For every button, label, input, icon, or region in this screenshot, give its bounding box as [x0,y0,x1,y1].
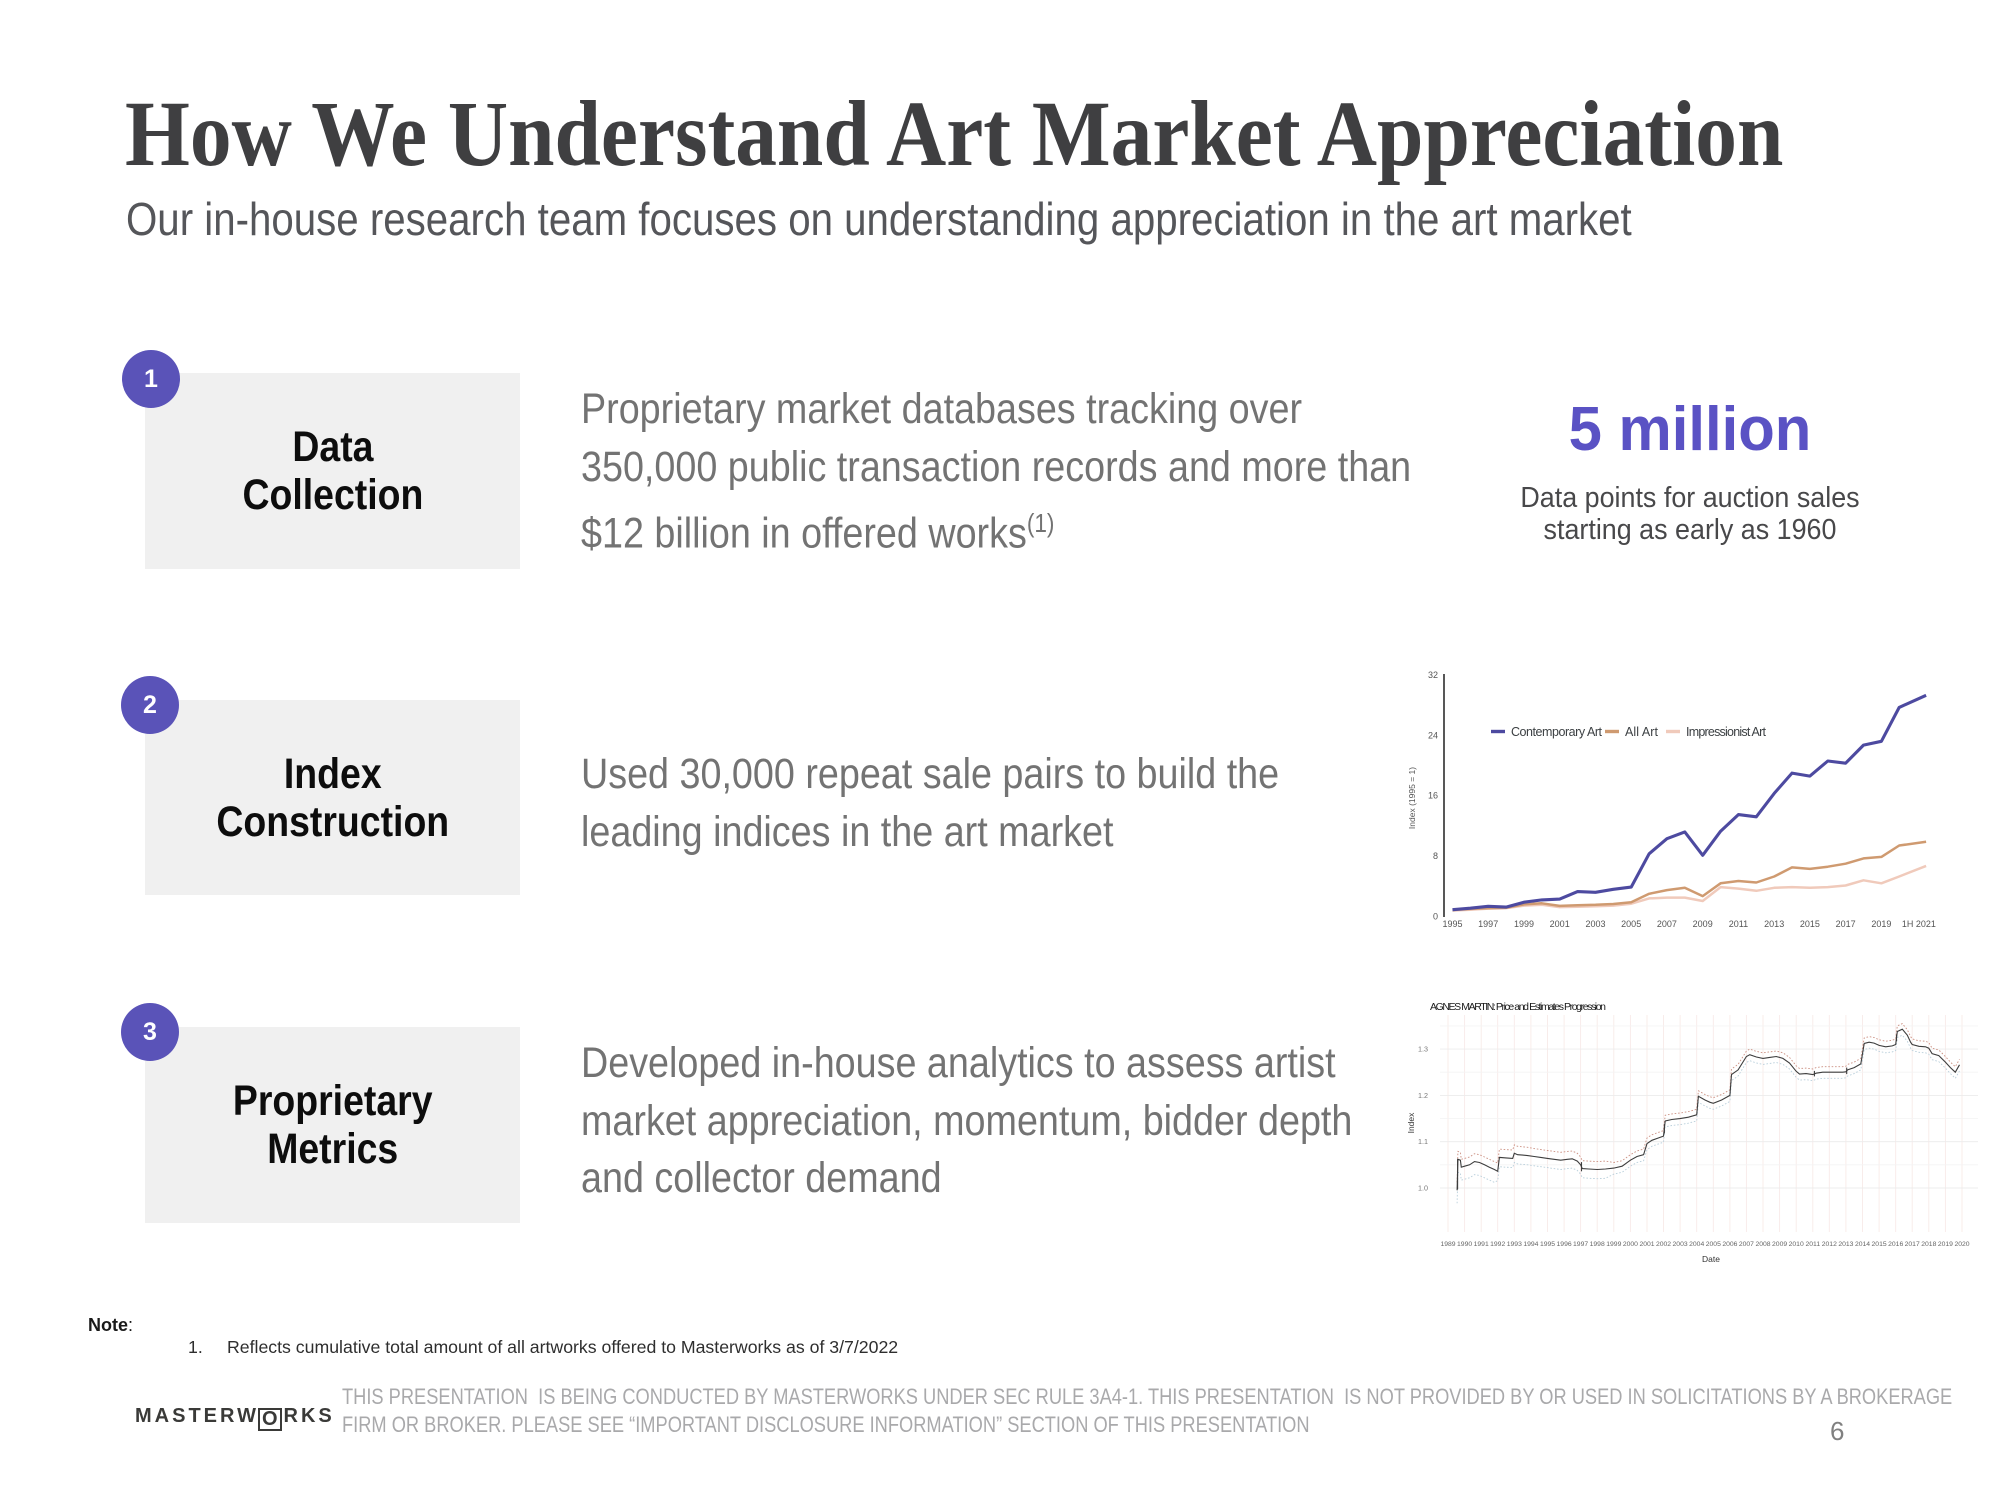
svg-text:1995: 1995 [1442,919,1462,929]
svg-text:Date: Date [1702,1254,1720,1264]
svg-text:2018: 2018 [1921,1241,1936,1248]
svg-text:2003: 2003 [1585,919,1605,929]
svg-text:24: 24 [1428,730,1438,740]
svg-text:2008: 2008 [1755,1241,1770,1248]
svg-text:32: 32 [1428,670,1438,680]
svg-text:2011: 2011 [1729,919,1748,929]
svg-text:2009: 2009 [1693,919,1713,929]
svg-text:2017: 2017 [1836,919,1856,929]
svg-text:2011: 2011 [1805,1241,1820,1248]
svg-text:1999: 1999 [1514,919,1534,929]
svg-text:1997: 1997 [1573,1241,1588,1248]
svg-text:2007: 2007 [1739,1241,1754,1248]
svg-text:16: 16 [1428,791,1438,801]
svg-text:2004: 2004 [1689,1241,1704,1248]
svg-text:AGNES MARTIN: Price and Estima: AGNES MARTIN: Price and Estimates Progre… [1430,1001,1606,1013]
svg-text:1996: 1996 [1557,1241,1572,1248]
svg-text:1994: 1994 [1523,1241,1538,1248]
svg-text:1.1: 1.1 [1418,1137,1428,1146]
svg-text:2007: 2007 [1657,919,1677,929]
svg-text:All Art: All Art [1625,725,1659,739]
svg-text:2005: 2005 [1621,919,1641,929]
svg-text:1998: 1998 [1590,1241,1605,1248]
svg-text:2014: 2014 [1855,1241,1870,1248]
svg-text:1995: 1995 [1540,1241,1555,1248]
svg-text:Contemporary Art: Contemporary Art [1511,725,1603,739]
svg-text:1.2: 1.2 [1418,1091,1428,1100]
svg-text:1.3: 1.3 [1418,1045,1428,1054]
svg-text:2002: 2002 [1656,1241,1671,1248]
svg-text:2020: 2020 [1954,1241,1969,1248]
svg-text:Index: Index [1406,1112,1416,1134]
svg-text:2005: 2005 [1706,1241,1721,1248]
svg-text:1.0: 1.0 [1418,1184,1428,1193]
svg-text:2009: 2009 [1772,1241,1787,1248]
svg-text:0: 0 [1433,912,1438,922]
svg-text:1991: 1991 [1474,1241,1489,1248]
svg-text:1990: 1990 [1457,1241,1472,1248]
svg-text:2001: 2001 [1639,1241,1654,1248]
svg-text:1999: 1999 [1606,1241,1621,1248]
svg-text:2006: 2006 [1722,1241,1737,1248]
svg-text:2012: 2012 [1822,1241,1837,1248]
svg-text:1989: 1989 [1440,1241,1455,1248]
svg-text:2019: 2019 [1938,1241,1953,1248]
svg-text:Index (1995 = 1): Index (1995 = 1) [1407,767,1417,829]
svg-text:2010: 2010 [1789,1241,1804,1248]
svg-text:2019: 2019 [1871,919,1891,929]
svg-text:2003: 2003 [1673,1241,1688,1248]
svg-text:1993: 1993 [1507,1241,1522,1248]
svg-text:2013: 2013 [1838,1241,1853,1248]
svg-text:1992: 1992 [1490,1241,1505,1248]
svg-text:8: 8 [1433,851,1438,861]
svg-text:2001: 2001 [1550,919,1570,929]
svg-text:2015: 2015 [1800,919,1820,929]
svg-text:Impressionist Art: Impressionist Art [1686,725,1767,739]
svg-text:2000: 2000 [1623,1241,1638,1248]
svg-text:2015: 2015 [1872,1241,1887,1248]
svg-text:1H 2021: 1H 2021 [1902,919,1936,929]
svg-text:2013: 2013 [1764,919,1784,929]
svg-text:2016: 2016 [1888,1241,1903,1248]
svg-text:1997: 1997 [1478,919,1498,929]
svg-text:2017: 2017 [1905,1241,1920,1248]
